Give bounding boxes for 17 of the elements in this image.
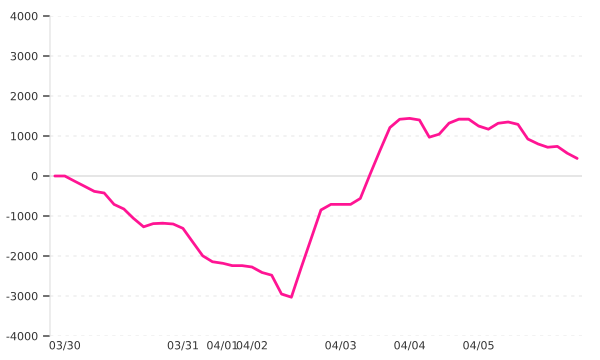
y-tick-label: -4000 <box>6 332 38 340</box>
x-tick-label: 04/02 <box>236 341 267 350</box>
y-tick-label: -2000 <box>6 252 38 260</box>
x-tick-label: 03/31 <box>168 341 198 350</box>
y-tick-label: 1000 <box>11 132 38 140</box>
y-tick-label: 2000 <box>10 92 38 100</box>
x-tick-label: 04/01 <box>207 341 238 350</box>
x-tick-label: 04/03 <box>325 341 356 350</box>
y-tick-label: -3000 <box>6 292 38 300</box>
y-tick-label: -1000 <box>6 212 38 220</box>
x-tick-label: 04/04 <box>394 341 425 350</box>
y-tick-label: 3000 <box>10 52 38 60</box>
y-tick-label: 4000 <box>10 12 38 20</box>
x-tick-label: 03/30 <box>50 341 80 350</box>
x-tick-label: 04/05 <box>463 341 494 350</box>
y-tick-label: 0 <box>32 172 38 180</box>
line-series <box>54 117 578 299</box>
